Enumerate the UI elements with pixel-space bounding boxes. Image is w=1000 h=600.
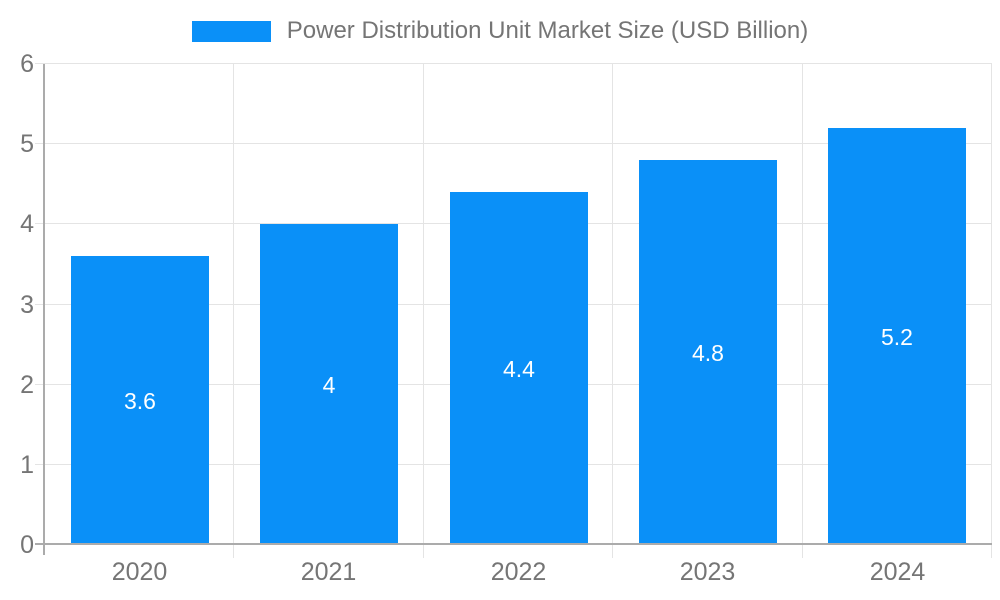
y-tick-label: 5: [20, 130, 34, 158]
y-axis-tick: [35, 223, 45, 224]
gridline-v: [612, 64, 613, 558]
bar-value-label: 4.4: [503, 356, 535, 382]
y-tick-label: 3: [20, 291, 34, 319]
gridline-v: [802, 64, 803, 558]
bar-value-label: 3.6: [124, 388, 156, 414]
y-axis-tick: [35, 464, 45, 465]
bar[interactable]: [260, 224, 398, 543]
gridline-v: [233, 64, 234, 558]
gridline-v: [423, 64, 424, 558]
bar[interactable]: [450, 192, 588, 543]
y-tick-label: 2: [20, 371, 34, 399]
x-tick-label: 2023: [679, 558, 736, 586]
bar[interactable]: [828, 128, 966, 543]
y-tick-label: 4: [20, 210, 34, 238]
y-axis-tick: [35, 143, 45, 144]
x-tick-label: 2020: [111, 558, 168, 586]
y-axis-tick: [35, 384, 45, 385]
x-tick-label: 2021: [300, 558, 357, 586]
y-axis-line: [43, 64, 45, 555]
bar[interactable]: [71, 256, 209, 543]
gridline-h: [45, 143, 992, 144]
x-axis-line: [35, 543, 992, 545]
y-axis-tick: [35, 63, 45, 64]
x-tick-label: 2022: [490, 558, 547, 586]
legend-swatch: [191, 20, 271, 42]
x-tick-label: 2024: [869, 558, 926, 586]
bar-value-label: 4.8: [692, 340, 724, 366]
gridline-v: [991, 64, 992, 558]
bar-value-label: 4: [322, 372, 336, 398]
gridline-h: [45, 63, 992, 64]
y-axis-tick: [35, 304, 45, 305]
y-tick-label: 6: [20, 50, 34, 78]
bar-value-label: 5.2: [881, 324, 913, 350]
y-tick-label: 1: [20, 451, 34, 479]
chart-legend[interactable]: Power Distribution Unit Market Size (USD…: [0, 17, 1000, 45]
bar[interactable]: [639, 160, 777, 543]
y-tick-label: 0: [20, 531, 34, 559]
legend-title: Power Distribution Unit Market Size (USD…: [286, 17, 809, 44]
